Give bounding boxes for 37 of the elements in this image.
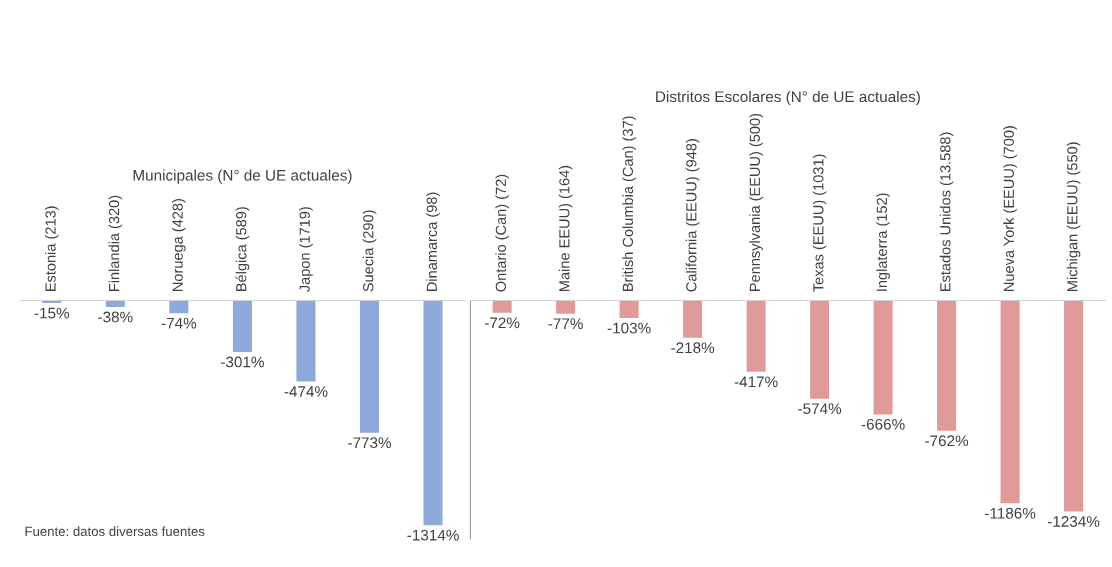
x-tick-label: Bélgica (589)	[235, 207, 250, 291]
data-label: -417%	[734, 376, 778, 388]
data-label: -301%	[221, 356, 264, 368]
data-label: -574%	[798, 403, 842, 415]
data-label: -218%	[671, 342, 715, 354]
data-label: -15%	[34, 307, 70, 319]
data-label: -74%	[161, 317, 197, 329]
x-tick-label: British Columbia (Can) (37)	[622, 116, 636, 291]
x-tick-label: California (EEUU) (948)	[685, 139, 700, 292]
data-label: -773%	[348, 437, 392, 449]
chart-title: Municipales (N° de UE actuales)	[133, 169, 352, 184]
x-tick-label: Texas (EEUU) (1031)	[812, 154, 827, 292]
chart-title: Distritos Escolares (N° de UE actuales)	[656, 90, 920, 106]
x-tick-label: Pennsylvania (EEUU) (500)	[749, 113, 763, 291]
data-label: -1234%	[1047, 516, 1100, 527]
data-label: -762%	[925, 435, 969, 447]
x-tick-label: Ontario (Can) (72)	[495, 174, 509, 292]
data-label: -72%	[484, 317, 520, 329]
data-label: -666%	[861, 418, 905, 430]
x-tick-label: Maine EEUU) (164)	[558, 165, 573, 291]
source-note: Fuente: datos diversas fuentes	[25, 526, 205, 537]
data-label: -1314%	[407, 529, 459, 541]
x-tick-label: Estonia (213)	[44, 206, 59, 291]
x-tick-label: Michigan (EEUU) (550)	[1066, 142, 1081, 291]
x-tick-label: Japon (1719)	[299, 207, 313, 292]
data-label: -103%	[607, 322, 651, 334]
data-label: -38%	[98, 311, 133, 323]
x-tick-label: Dinamarca (98)	[426, 192, 440, 291]
x-tick-label: Estados Unidos (13.588)	[939, 132, 954, 291]
x-tick-label: Nueva York (EEUU) (700)	[1003, 126, 1017, 291]
x-tick-label: Noruega (428)	[172, 199, 186, 291]
data-label: -77%	[548, 318, 583, 329]
x-tick-label: Finlandia (320)	[108, 195, 123, 291]
x-tick-label: Inglaterra (152)	[876, 193, 890, 291]
data-label: -474%	[284, 386, 328, 397]
x-tick-label: Suecia (290)	[362, 210, 377, 292]
data-label: -1186%	[985, 507, 1036, 519]
